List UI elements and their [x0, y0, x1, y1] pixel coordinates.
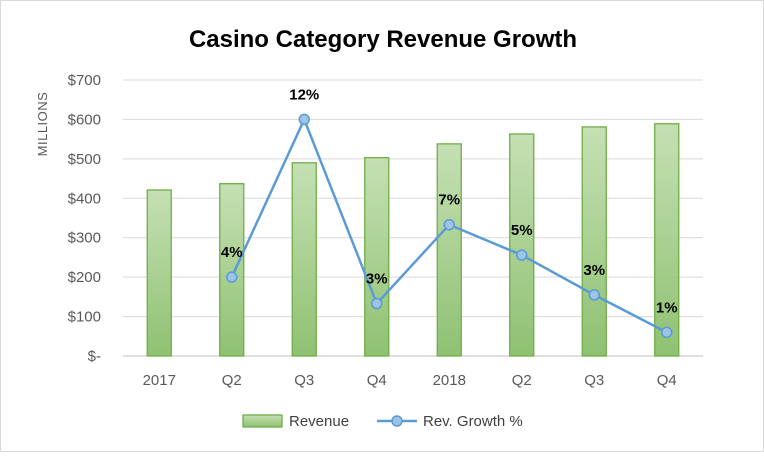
revenue-bar	[509, 133, 535, 357]
growth-point	[226, 271, 238, 283]
revenue-bar	[581, 126, 607, 357]
y-tick-label: $300	[68, 230, 101, 247]
growth-data-label: 3%	[366, 271, 388, 288]
y-tick-label: $400	[68, 190, 101, 207]
x-axis-ticks: 2017 Q2 Q3 Q4 2018 Q2 Q3 Q4	[143, 372, 677, 389]
growth-data-label: 12%	[289, 86, 319, 103]
x-tick-label: Q4	[367, 372, 387, 389]
x-tick-label: 2017	[143, 372, 176, 389]
x-tick-label: Q2	[512, 372, 532, 389]
growth-data-label: 5%	[511, 222, 533, 239]
y-tick-label: $700	[68, 72, 101, 89]
legend: Revenue Rev. Growth %	[242, 413, 523, 430]
growth-point	[661, 326, 673, 339]
y-tick-label: $200	[68, 269, 101, 286]
revenue-bar	[291, 162, 317, 357]
x-tick-label: Q3	[294, 372, 314, 389]
growth-data-label: 4%	[221, 244, 243, 261]
growth-point	[371, 297, 383, 310]
growth-data-label: 7%	[438, 192, 460, 209]
y-tick-label: $100	[68, 309, 101, 326]
growth-point	[298, 113, 310, 126]
x-tick-label: Q3	[584, 372, 604, 389]
growth-point	[516, 249, 528, 261]
revenue-bar	[364, 157, 390, 357]
growth-point	[443, 218, 455, 231]
y-axis-label: MILLIONS	[35, 92, 50, 157]
revenue-bar	[436, 143, 462, 357]
chart-title: Casino Category Revenue Growth	[189, 26, 577, 53]
revenue-bar	[146, 189, 172, 357]
y-tick-label: $500	[68, 151, 101, 168]
revenue-bar	[654, 123, 680, 357]
growth-data-label: 3%	[583, 262, 605, 279]
revenue-bars	[146, 123, 680, 357]
x-tick-label: Q2	[222, 372, 242, 389]
y-tick-label: $-	[88, 348, 101, 365]
growth-data-label: 1%	[656, 299, 678, 316]
y-tick-label: $600	[68, 111, 101, 128]
x-tick-label: Q4	[657, 372, 677, 389]
legend-growth-marker	[391, 415, 403, 427]
legend-revenue-swatch	[242, 414, 283, 428]
growth-line-series: 4% 12% 3% 7% 5% 3% 1%	[221, 86, 678, 339]
legend-revenue-label: Revenue	[289, 413, 349, 430]
y-axis-ticks: $- $100 $200 $300 $400 $500 $600 $700	[68, 72, 101, 365]
x-tick-label: 2018	[433, 372, 466, 389]
growth-point	[588, 289, 600, 301]
revenue-bar	[219, 183, 245, 357]
legend-growth-label: Rev. Growth %	[423, 413, 523, 430]
gridlines	[123, 79, 703, 357]
